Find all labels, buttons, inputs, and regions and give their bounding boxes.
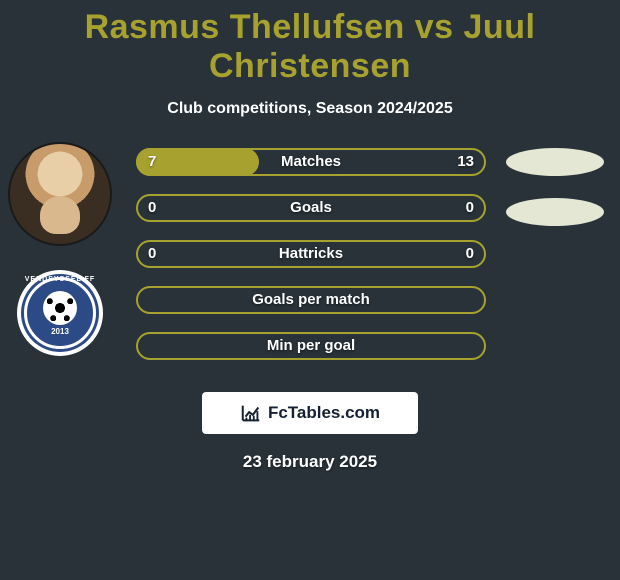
page-title: Rasmus Thellufsen vs Juul Christensen <box>0 0 620 86</box>
club-logo: VENDSYSSEL FF 2013 <box>17 270 103 356</box>
club-logo-text: VENDSYSSEL FF <box>25 276 95 283</box>
bar-right-value: 13 <box>457 148 474 176</box>
bar-label: Goals <box>136 194 486 222</box>
left-badges: VENDSYSSEL FF 2013 <box>8 142 112 356</box>
bar-label: Min per goal <box>136 332 486 360</box>
club-year: 2013 <box>51 327 69 336</box>
bar-label: Matches <box>136 148 486 176</box>
comparison-panel: VENDSYSSEL FF 2013 7Matches130Goals00Hat… <box>0 148 620 378</box>
stat-bars: 7Matches130Goals00Hattricks0Goals per ma… <box>136 148 486 378</box>
watermark: FcTables.com <box>202 392 418 434</box>
club-logo-inner: 2013 <box>24 277 96 349</box>
stat-bar: 0Goals0 <box>136 194 486 222</box>
bar-right-value: 0 <box>466 240 474 268</box>
right-badges <box>506 148 604 248</box>
stat-bar: 0Hattricks0 <box>136 240 486 268</box>
bar-label: Goals per match <box>136 286 486 314</box>
watermark-text: FcTables.com <box>268 403 380 423</box>
chart-icon <box>240 402 262 424</box>
player2-photo-placeholder <box>506 148 604 176</box>
bar-label: Hattricks <box>136 240 486 268</box>
bar-right-value: 0 <box>466 194 474 222</box>
club2-logo-placeholder <box>506 198 604 226</box>
stat-bar: Min per goal <box>136 332 486 360</box>
date-label: 23 february 2025 <box>0 452 620 472</box>
stat-bar: Goals per match <box>136 286 486 314</box>
stat-bar: 7Matches13 <box>136 148 486 176</box>
player-photo <box>8 142 112 246</box>
subtitle: Club competitions, Season 2024/2025 <box>0 100 620 118</box>
club-ball-icon <box>43 291 77 325</box>
